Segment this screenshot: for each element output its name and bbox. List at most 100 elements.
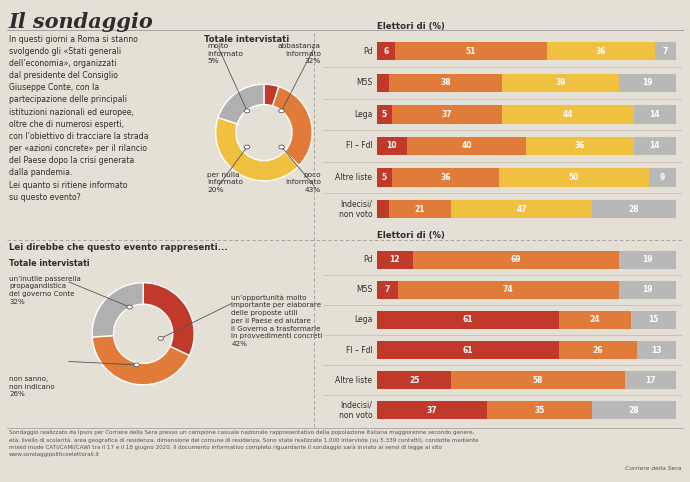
- Text: Elettori di (%): Elettori di (%): [377, 22, 444, 30]
- Wedge shape: [264, 84, 279, 106]
- Text: Pd: Pd: [363, 255, 373, 265]
- Bar: [377, 168, 392, 187]
- Bar: [451, 371, 625, 389]
- Text: 44: 44: [563, 110, 573, 119]
- Text: Corriere della Sera: Corriere della Sera: [625, 467, 682, 471]
- Text: 9: 9: [660, 173, 665, 182]
- Bar: [526, 137, 634, 155]
- Text: 15: 15: [648, 316, 658, 324]
- Text: 37: 37: [442, 110, 453, 119]
- Text: 58: 58: [533, 375, 544, 385]
- Bar: [631, 311, 676, 329]
- Bar: [655, 42, 676, 60]
- Bar: [406, 137, 526, 155]
- Text: 28: 28: [629, 205, 639, 214]
- Bar: [559, 311, 631, 329]
- Bar: [559, 341, 637, 359]
- Bar: [377, 200, 388, 218]
- Text: 7: 7: [662, 47, 668, 55]
- Text: 25: 25: [409, 375, 420, 385]
- Text: 10: 10: [386, 141, 397, 150]
- Text: un’inutile passerella
propagandistica
del governo Conte
32%: un’inutile passerella propagandistica de…: [9, 276, 81, 305]
- Text: 51: 51: [466, 47, 476, 55]
- Text: In questi giorni a Roma si stanno
svolgendo gli «Stati generali
dell’economia», : In questi giorni a Roma si stanno svolge…: [9, 35, 148, 201]
- Text: 36: 36: [595, 47, 607, 55]
- Bar: [377, 137, 406, 155]
- Text: per nulla
informato
20%: per nulla informato 20%: [207, 172, 243, 193]
- Text: Altre liste: Altre liste: [335, 173, 373, 182]
- Text: 13: 13: [651, 346, 662, 354]
- Text: 19: 19: [642, 78, 653, 87]
- Bar: [388, 200, 451, 218]
- Bar: [592, 402, 676, 419]
- Bar: [619, 74, 676, 92]
- Bar: [649, 168, 676, 187]
- Text: Totale intervistati: Totale intervistati: [9, 259, 90, 268]
- Text: 21: 21: [415, 205, 425, 214]
- Text: 37: 37: [426, 405, 437, 415]
- Text: 61: 61: [463, 346, 473, 354]
- Bar: [487, 402, 592, 419]
- Bar: [592, 200, 676, 218]
- Text: 74: 74: [503, 285, 513, 295]
- Bar: [637, 341, 676, 359]
- Text: 35: 35: [535, 405, 545, 415]
- Bar: [451, 200, 592, 218]
- Text: un’opportunità molto
importante per elaborare
delle proposte utili
per il Paese : un’opportunità molto importante per elab…: [231, 294, 322, 347]
- Text: molto
informato
5%: molto informato 5%: [207, 43, 243, 65]
- Text: 47: 47: [516, 205, 527, 214]
- Text: 5: 5: [382, 173, 387, 182]
- Text: non sanno,
non indicano
26%: non sanno, non indicano 26%: [9, 376, 55, 398]
- Text: M5S: M5S: [356, 78, 373, 87]
- Bar: [377, 42, 395, 60]
- Bar: [413, 251, 619, 268]
- Bar: [377, 281, 397, 299]
- Text: 50: 50: [569, 173, 580, 182]
- Bar: [377, 74, 388, 92]
- Bar: [392, 105, 502, 123]
- Text: FI – FdI: FI – FdI: [346, 141, 373, 150]
- Text: M5S: M5S: [356, 285, 373, 295]
- Text: 14: 14: [649, 110, 660, 119]
- Text: 26: 26: [593, 346, 603, 354]
- Text: Lega: Lega: [354, 110, 373, 119]
- Bar: [377, 251, 413, 268]
- Text: 6: 6: [383, 47, 388, 55]
- Text: 24: 24: [590, 316, 600, 324]
- Text: Sondaggio realizzato da Ipsos per Corriere della Sera presso un campione casuale: Sondaggio realizzato da Ipsos per Corrie…: [9, 430, 478, 456]
- Wedge shape: [218, 84, 264, 124]
- Bar: [395, 42, 547, 60]
- Text: Elettori di (%): Elettori di (%): [377, 231, 444, 241]
- Text: 39: 39: [555, 78, 566, 87]
- Text: Altre liste: Altre liste: [335, 375, 373, 385]
- Bar: [625, 371, 676, 389]
- Text: abbastanza
informato
32%: abbastanza informato 32%: [278, 43, 321, 65]
- Text: 36: 36: [575, 141, 585, 150]
- Bar: [377, 341, 559, 359]
- Text: Il sondaggio: Il sondaggio: [9, 12, 154, 32]
- Text: 14: 14: [649, 141, 660, 150]
- Wedge shape: [273, 87, 312, 166]
- Text: 5: 5: [382, 110, 387, 119]
- Wedge shape: [216, 118, 299, 181]
- Text: FI – FdI: FI – FdI: [346, 346, 373, 354]
- Wedge shape: [92, 283, 144, 337]
- Bar: [619, 281, 676, 299]
- Text: 19: 19: [642, 285, 653, 295]
- Text: Lega: Lega: [354, 316, 373, 324]
- Bar: [547, 42, 655, 60]
- Text: 38: 38: [440, 78, 451, 87]
- Bar: [377, 311, 559, 329]
- Bar: [502, 105, 634, 123]
- Bar: [377, 371, 451, 389]
- Text: Pd: Pd: [363, 47, 373, 55]
- Text: 7: 7: [384, 285, 390, 295]
- Bar: [634, 137, 676, 155]
- Text: 61: 61: [463, 316, 473, 324]
- Bar: [634, 105, 676, 123]
- Wedge shape: [143, 283, 194, 356]
- Wedge shape: [92, 335, 189, 385]
- Bar: [619, 251, 676, 268]
- Text: Indecisi/
non voto: Indecisi/ non voto: [339, 200, 373, 219]
- Bar: [392, 168, 500, 187]
